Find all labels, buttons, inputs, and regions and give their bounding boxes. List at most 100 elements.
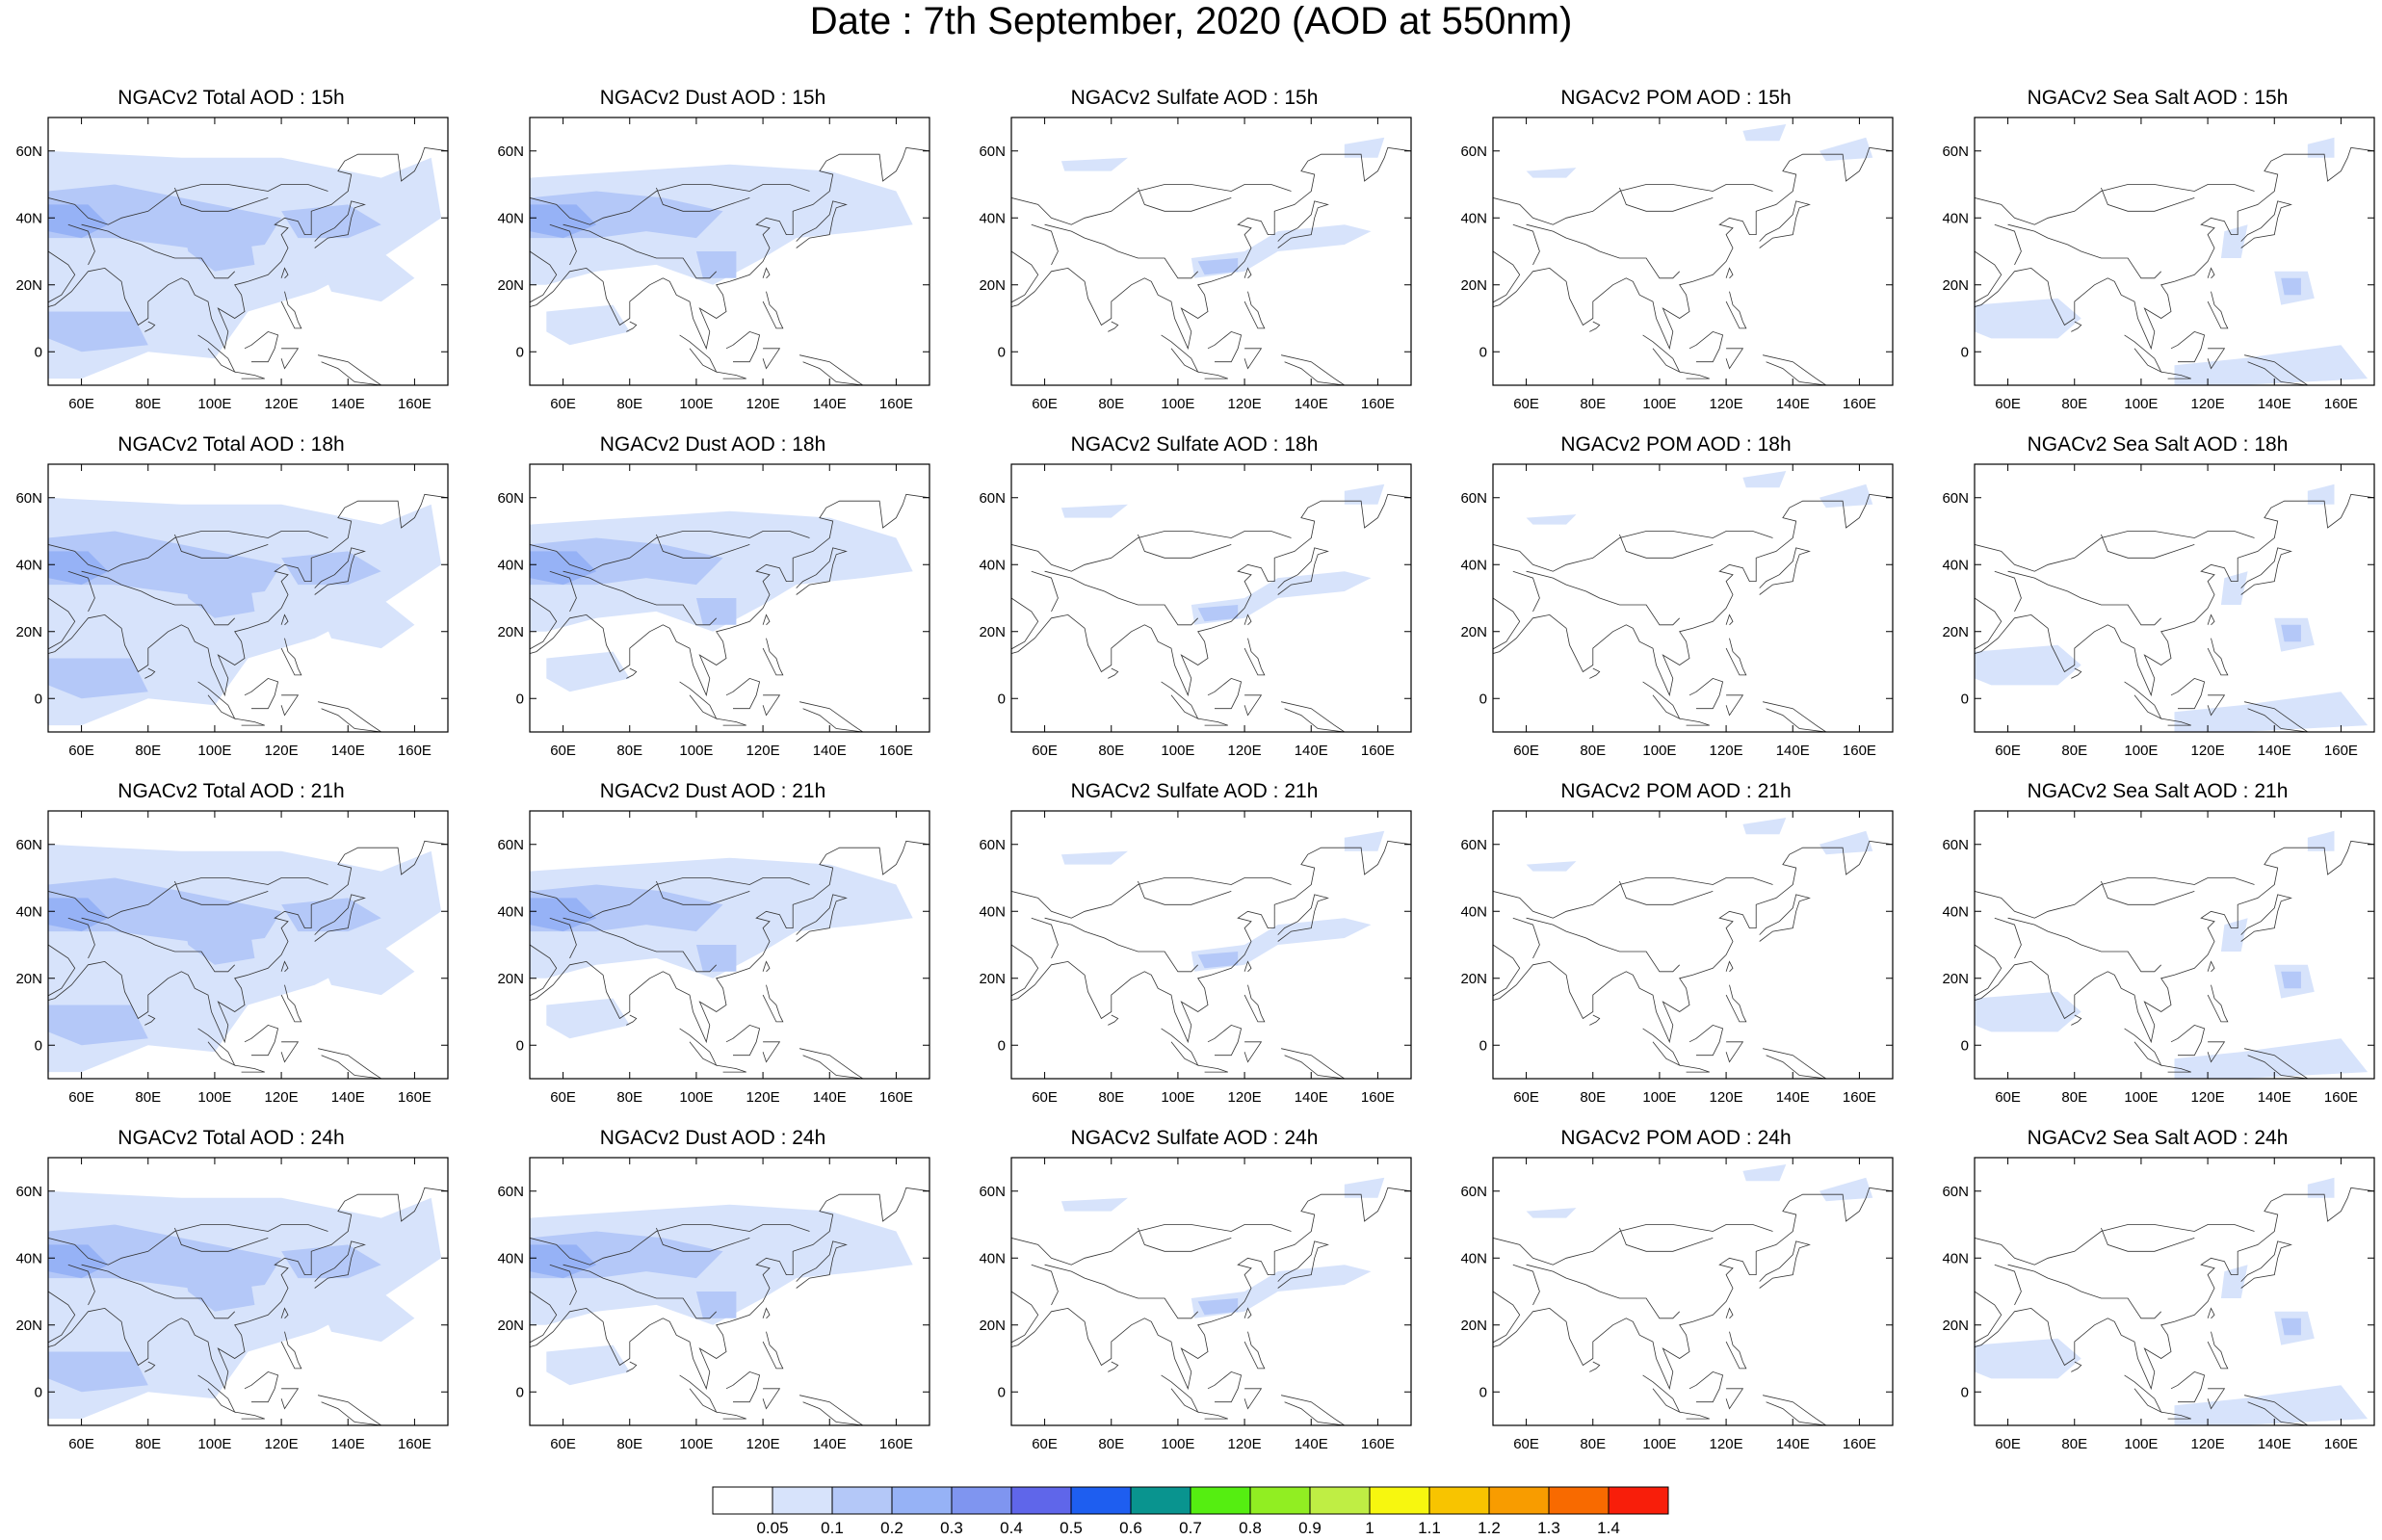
coastline	[716, 1064, 746, 1073]
lon-tick-label: 160E	[1361, 396, 1395, 412]
aod-field-level2	[281, 1244, 381, 1279]
coastline	[1281, 354, 1346, 385]
aod-field-level1	[2220, 1265, 2248, 1298]
lon-tick-label: 80E	[2061, 1436, 2087, 1452]
aod-field-level1	[2174, 692, 2369, 732]
coastline	[1994, 570, 2022, 613]
coastline	[314, 547, 366, 595]
coastline	[762, 638, 784, 676]
coastline	[1138, 1227, 1232, 1252]
plot-frame	[47, 463, 449, 733]
coastline	[48, 1224, 328, 1266]
aod-field-level1	[546, 1344, 630, 1386]
map-panel-total-24h: NGACv2 Total AOD : 24h 60E 80E 100E 120E 140E…	[0, 1127, 462, 1464]
panel-title: NGACv2 POM AOD : 24h	[1560, 1127, 1792, 1149]
coastline	[280, 694, 300, 717]
lat-tick-label: 0	[35, 344, 42, 360]
lat-tick-label: 20N	[1460, 971, 1487, 987]
lon-tick-label: 160E	[1361, 1089, 1395, 1106]
coastline	[1679, 1411, 1710, 1420]
coastline	[1243, 613, 1252, 626]
coastline	[2207, 638, 2229, 676]
map-plot: 60E 80E 100E 120E 140E 160E 0 20N 40N 60N	[15, 463, 449, 759]
lon-tick-label: 120E	[746, 743, 780, 759]
lat-tick-label: 20N	[1460, 1318, 1487, 1334]
aod-field-level2	[695, 598, 737, 625]
aod-field-level1	[1060, 504, 1128, 518]
aod-field-level1	[1526, 861, 1577, 872]
coastline	[1619, 187, 1714, 212]
coastline	[796, 200, 848, 248]
coastline	[1642, 1028, 1681, 1066]
coastline	[280, 638, 302, 676]
lat-tick-label: 20N	[1942, 624, 1969, 640]
colorbar-label: 0.8	[1239, 1519, 1262, 1537]
coastline	[626, 1014, 638, 1026]
lat-tick-label: 40N	[15, 903, 42, 920]
lon-tick-label: 80E	[616, 1436, 642, 1452]
lon-tick-label: 140E	[2258, 396, 2291, 412]
aod-field-level2	[2281, 971, 2301, 989]
coastline	[2170, 330, 2206, 363]
aod-field-level3	[530, 1244, 597, 1279]
coastline	[1994, 1264, 2022, 1306]
coastline	[81, 917, 235, 973]
lon-tick-label: 100E	[1642, 1089, 1676, 1106]
lon-tick-label: 120E	[2191, 396, 2225, 412]
coastline	[563, 1264, 717, 1319]
lon-tick-label: 100E	[197, 1436, 231, 1452]
coastline	[318, 1048, 382, 1079]
panel-title: NGACv2 Sea Salt AOD : 21h	[2027, 780, 2289, 802]
lat-tick-label: 40N	[1460, 210, 1487, 226]
aod-field-level3	[48, 1244, 109, 1279]
colorbar-swatch	[1428, 1486, 1490, 1515]
lon-tick-label: 120E	[746, 396, 780, 412]
plot-frame	[1010, 810, 1412, 1080]
coastline	[2101, 1227, 2195, 1252]
map-plot: 60E 80E 100E 120E 140E 160E 0 20N 40N 60N	[1942, 1157, 2375, 1452]
coastline	[1688, 1370, 1724, 1403]
lon-tick-label: 140E	[1776, 396, 1810, 412]
coastline	[81, 570, 235, 626]
lon-tick-label: 140E	[331, 743, 365, 759]
aod-field-level1	[2307, 483, 2335, 505]
map-panel-dust-21h: NGACv2 Dust AOD : 21h 60E 80E 100E 120E 140E 1…	[482, 780, 944, 1117]
coastline	[1994, 223, 2022, 266]
lat-tick-label: 40N	[497, 557, 524, 573]
coastline	[2207, 984, 2229, 1023]
colorbar-label: 1.3	[1537, 1519, 1560, 1537]
coastline	[549, 917, 577, 959]
coastline	[280, 1041, 300, 1063]
lat-tick-label: 20N	[979, 277, 1006, 294]
coastline	[1975, 1224, 2255, 1266]
map-panel-total-18h: NGACv2 Total AOD : 18h 60E 80E 100E 120E 140E…	[0, 433, 462, 770]
coastline	[563, 570, 717, 626]
coastline	[2007, 1264, 2161, 1319]
map-panel-sulfate-21h: NGACv2 Sulfate AOD : 21h 60E 80E 100E 120E 14…	[963, 780, 1426, 1117]
colorbar-swatch	[831, 1486, 893, 1515]
lon-tick-label: 120E	[2191, 1089, 2225, 1106]
lon-tick-label: 60E	[1995, 1089, 2021, 1106]
coastline	[318, 1395, 382, 1425]
lon-tick-label: 160E	[879, 1089, 913, 1106]
coastline	[1243, 1041, 1263, 1063]
lat-tick-label: 20N	[1942, 277, 1969, 294]
lon-tick-label: 140E	[1295, 743, 1328, 759]
coastline	[1725, 613, 1734, 626]
coastline	[530, 1187, 929, 1391]
coastline	[1207, 330, 1243, 363]
coastline	[1763, 701, 1827, 732]
coastline	[1994, 917, 2022, 959]
lon-tick-label: 60E	[1995, 396, 2021, 412]
aod-field-level1	[2174, 1038, 2369, 1079]
coastline	[67, 917, 95, 959]
coastline	[530, 184, 810, 225]
lon-tick-label: 160E	[2324, 1436, 2358, 1452]
colorbar-label: 1	[1365, 1519, 1374, 1537]
colorbar-label: 0.6	[1119, 1519, 1142, 1537]
lat-tick-label: 40N	[1460, 903, 1487, 920]
coastline	[1725, 638, 1747, 676]
coastline	[1688, 677, 1724, 710]
panel-title: NGACv2 Total AOD : 18h	[118, 433, 345, 456]
lat-tick-label: 20N	[979, 1318, 1006, 1334]
